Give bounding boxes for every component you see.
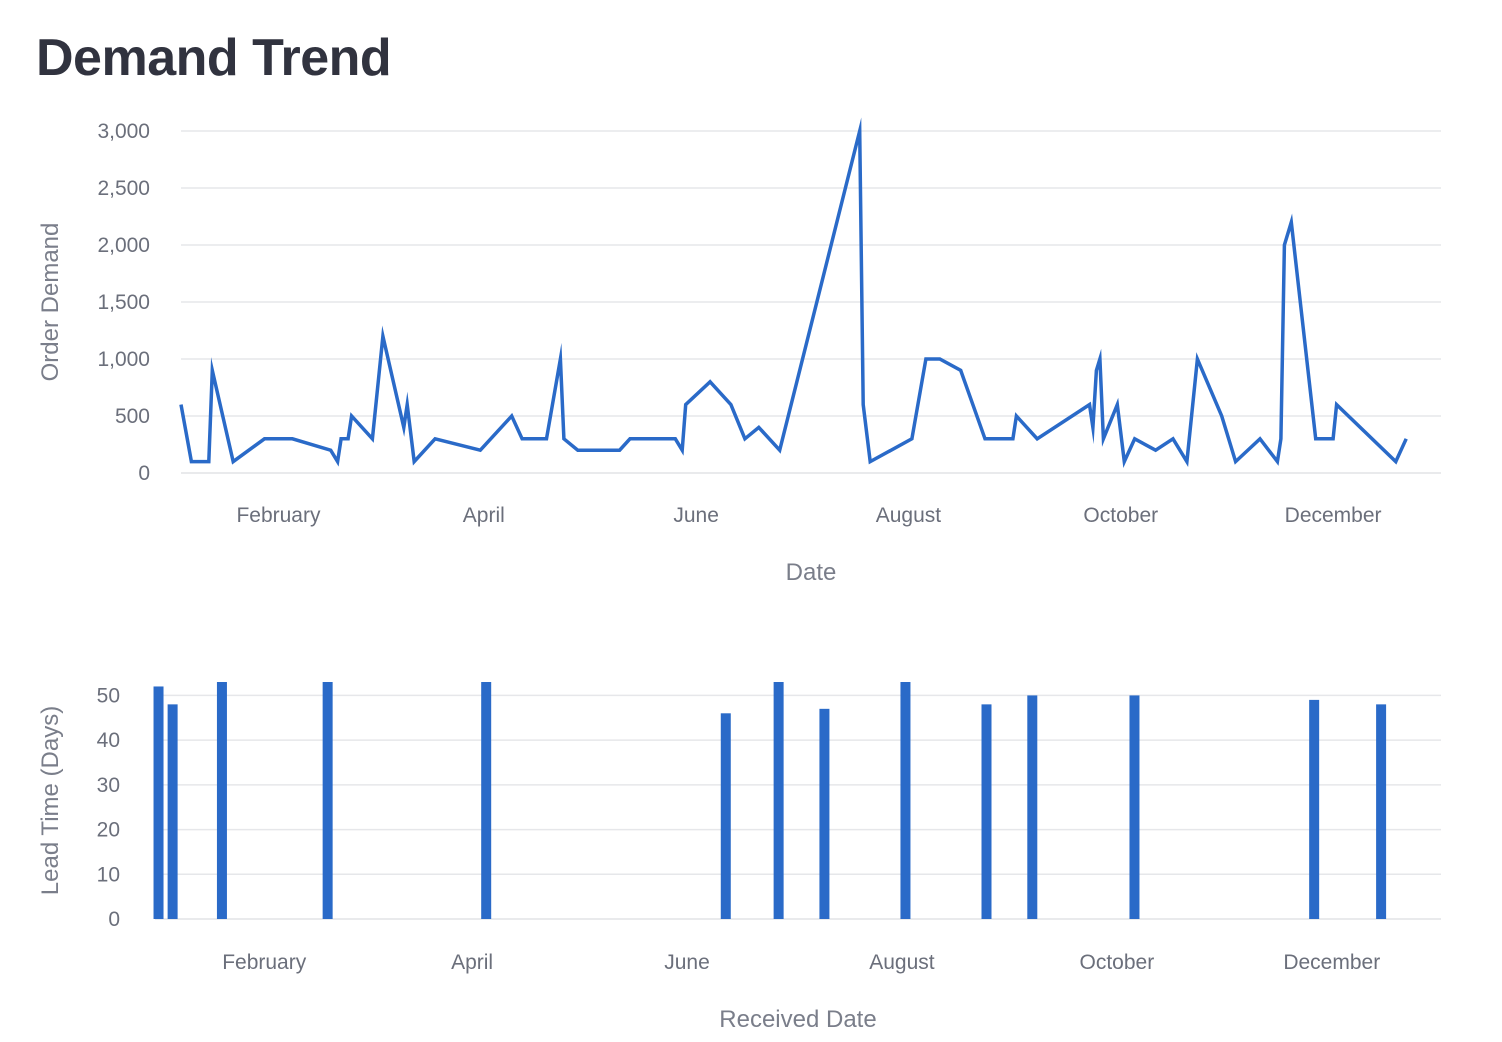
y-tick-label: 1,000 bbox=[97, 348, 150, 371]
lead-time-bar[interactable] bbox=[773, 682, 784, 919]
lead-time-bar[interactable] bbox=[167, 704, 178, 919]
x-tick-label: August bbox=[869, 951, 935, 974]
x-tick-label: April bbox=[451, 951, 493, 974]
lead-time-bar[interactable] bbox=[981, 704, 992, 919]
x-tick-label: October bbox=[1080, 951, 1155, 974]
x-tick-label: October bbox=[1083, 504, 1158, 527]
lead-time-bar[interactable] bbox=[322, 682, 333, 919]
demand-series-line bbox=[179, 117, 1408, 468]
x-tick-label: February bbox=[236, 504, 321, 527]
y-tick-label: 2,500 bbox=[97, 177, 150, 200]
lead-time-bar-chart: 0 10 20 30 40 50 February April June August Octobe… bbox=[37, 682, 1441, 1033]
y-axis-title: Lead Time (Days) bbox=[37, 706, 64, 895]
lead-time-bar[interactable] bbox=[819, 708, 830, 919]
lead-time-bar[interactable] bbox=[720, 713, 731, 919]
y-tick-label: 40 bbox=[97, 729, 120, 752]
y-tick-label: 500 bbox=[115, 405, 150, 428]
x-tick-label: February bbox=[222, 951, 307, 974]
x-tick-label: December bbox=[1283, 951, 1380, 974]
lead-time-bar[interactable] bbox=[216, 682, 227, 919]
y-tick-label: 10 bbox=[97, 863, 120, 886]
page-title: Demand Trend bbox=[36, 29, 392, 87]
lead-time-bar[interactable] bbox=[481, 682, 492, 919]
lead-time-bar[interactable] bbox=[900, 682, 911, 919]
lead-time-bar[interactable] bbox=[1309, 699, 1320, 919]
x-axis-title: Date bbox=[786, 559, 837, 586]
x-tick-label: June bbox=[673, 504, 719, 527]
y-tick-label: 2,000 bbox=[97, 234, 150, 257]
lead-time-bar[interactable] bbox=[1129, 695, 1140, 919]
x-tick-label: April bbox=[463, 504, 505, 527]
order-demand-line-chart: 0 500 1,000 1,500 2,000 2,500 3,000 February Apr… bbox=[37, 117, 1441, 586]
x-tick-label: June bbox=[664, 951, 710, 974]
y-tick-label: 1,500 bbox=[97, 291, 150, 314]
y-tick-label: 50 bbox=[97, 684, 120, 707]
y-tick-label: 0 bbox=[138, 462, 150, 485]
x-tick-label: December bbox=[1285, 504, 1382, 527]
x-axis-title: Received Date bbox=[719, 1006, 876, 1033]
y-tick-label: 0 bbox=[108, 908, 120, 931]
y-tick-label: 30 bbox=[97, 774, 120, 797]
lead-time-bar[interactable] bbox=[1027, 695, 1038, 919]
y-axis-title: Order Demand bbox=[37, 223, 64, 382]
lead-time-bar[interactable] bbox=[1376, 704, 1387, 919]
x-tick-label: August bbox=[876, 504, 942, 527]
lead-time-bar[interactable] bbox=[153, 686, 164, 919]
y-tick-label: 20 bbox=[97, 819, 120, 842]
y-tick-label: 3,000 bbox=[97, 120, 150, 143]
